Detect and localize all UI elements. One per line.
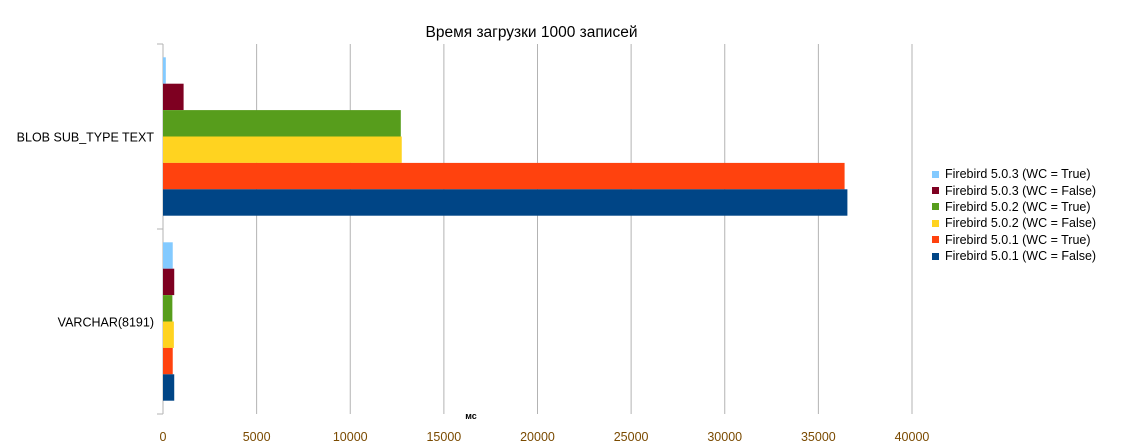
legend-item: Firebird 5.0.1 (WC = True) [932, 232, 1096, 248]
bar-1-5 [163, 162, 845, 190]
legend-swatch [932, 236, 939, 244]
legend-swatch [932, 170, 939, 178]
bar-1-4 [163, 136, 402, 163]
bar-1-1 [163, 57, 166, 84]
legend-item: Firebird 5.0.3 (WC = True) [932, 166, 1096, 182]
legend-label: Firebird 5.0.1 (WC = False) [945, 249, 1097, 264]
legend-label: Firebird 5.0.3 (WC = False) [945, 183, 1097, 198]
x-tick-label: 5000 [243, 430, 271, 442]
legend-swatch [932, 187, 939, 195]
x-tick-label: 30000 [707, 430, 742, 442]
legend-label: Firebird 5.0.2 (WC = False) [945, 216, 1097, 231]
legend-swatch [932, 252, 939, 260]
legend-swatch [932, 219, 939, 227]
legend-label: Firebird 5.0.1 (WC = True) [945, 232, 1091, 247]
x-tick-label: 0 [160, 430, 167, 442]
legend-label: Firebird 5.0.3 (WC = True) [945, 167, 1091, 182]
bar-2-6 [163, 374, 175, 401]
legend-item: Firebird 5.0.3 (WC = False) [932, 182, 1096, 198]
bar-2-3 [163, 295, 173, 322]
x-tick-label: 10000 [333, 430, 368, 442]
chart-title: Время загрузки 1000 записей [426, 24, 638, 41]
legend-label: Firebird 5.0.2 (WC = True) [945, 199, 1091, 214]
legend-item: Firebird 5.0.2 (WC = False) [932, 215, 1096, 231]
x-tick-label: 25000 [614, 430, 649, 442]
x-axis-label: мс [465, 411, 477, 421]
bar-2-5 [163, 347, 173, 375]
x-tick-label: 40000 [895, 430, 930, 442]
bar-1-6 [163, 189, 848, 216]
bar-1-2 [163, 83, 184, 111]
bar-2-2 [163, 268, 175, 296]
x-tick-label: 15000 [426, 430, 461, 442]
legend-item: Firebird 5.0.1 (WC = False) [932, 248, 1096, 264]
legend-item: Firebird 5.0.2 (WC = True) [932, 199, 1096, 215]
category-label: VARCHAR(8191) [58, 316, 154, 330]
x-tick-label: 20000 [520, 430, 555, 442]
bar-2-4 [163, 321, 174, 348]
category-label: BLOB SUB_TYPE TEXT [17, 131, 155, 145]
chart-legend: Firebird 5.0.3 (WC = True) Firebird 5.0.3… [932, 166, 1096, 264]
bar-1-3 [163, 110, 401, 137]
legend-swatch [932, 203, 939, 211]
bar-2-1 [163, 242, 173, 269]
x-tick-label: 35000 [801, 430, 836, 442]
